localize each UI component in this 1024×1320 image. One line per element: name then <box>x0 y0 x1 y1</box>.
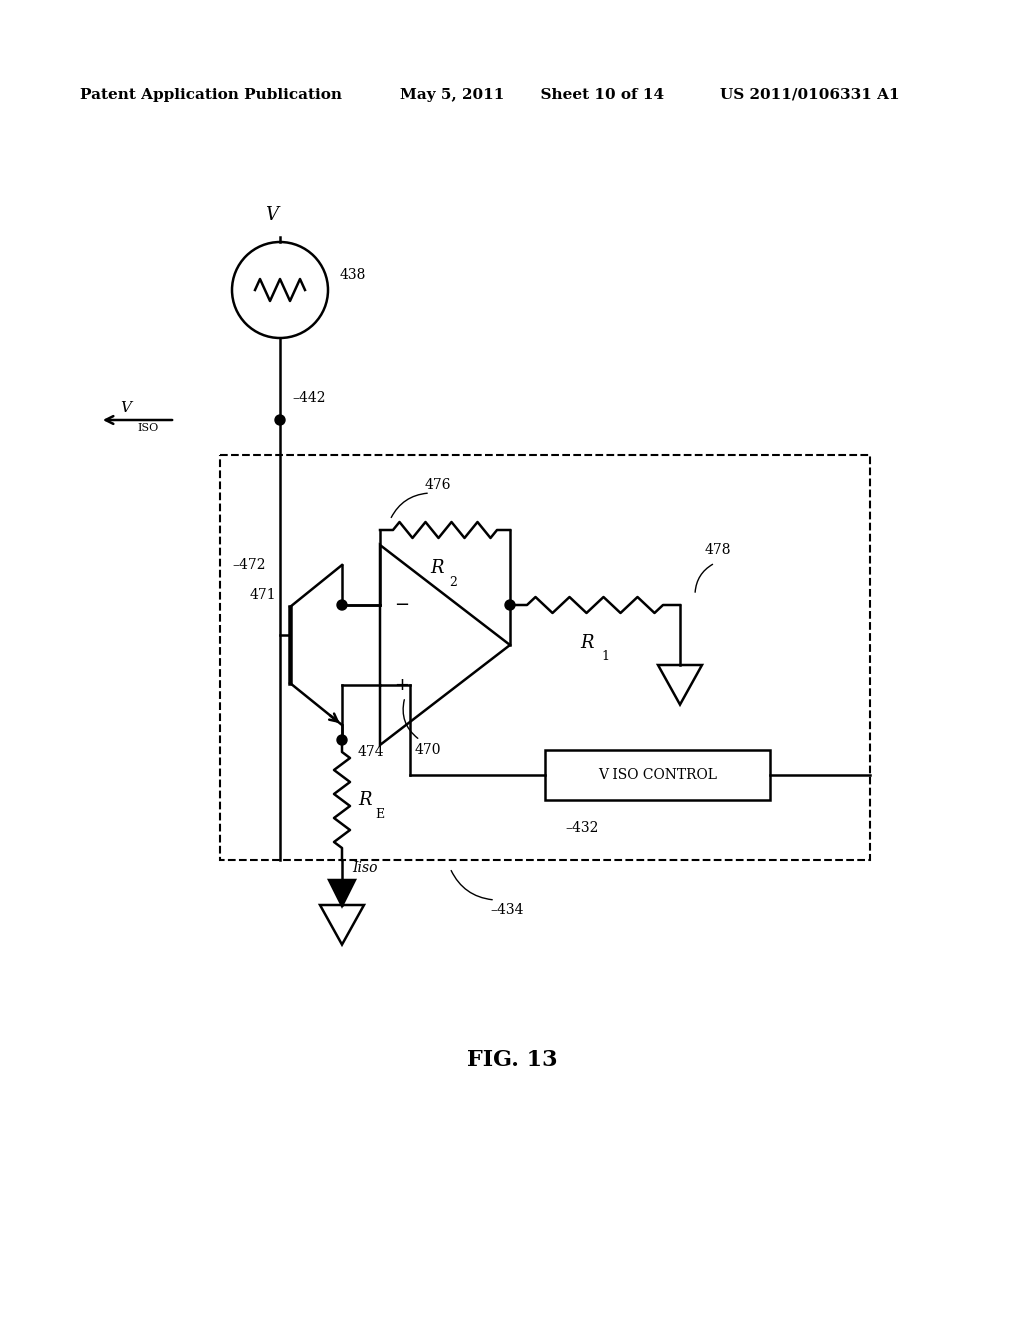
Text: ISO: ISO <box>137 422 159 433</box>
Text: –432: –432 <box>565 821 598 836</box>
Circle shape <box>337 601 347 610</box>
Text: –434: –434 <box>490 903 523 917</box>
Text: +: + <box>394 676 410 694</box>
Circle shape <box>275 414 285 425</box>
Circle shape <box>337 735 347 744</box>
Bar <box>220 455 870 861</box>
Text: –442: –442 <box>292 391 326 405</box>
Text: –472: –472 <box>232 558 265 572</box>
Text: Patent Application Publication: Patent Application Publication <box>80 88 342 102</box>
Polygon shape <box>329 880 355 906</box>
Text: Iiso: Iiso <box>352 861 378 875</box>
Text: 471: 471 <box>250 587 276 602</box>
Text: 438: 438 <box>340 268 367 282</box>
Text: FIG. 13: FIG. 13 <box>467 1049 557 1071</box>
Text: May 5, 2011: May 5, 2011 <box>400 88 505 102</box>
Text: Sheet 10 of 14: Sheet 10 of 14 <box>530 88 665 102</box>
Text: 476: 476 <box>425 478 452 492</box>
Text: 1: 1 <box>601 651 609 664</box>
FancyArrowPatch shape <box>403 700 418 738</box>
Bar <box>545 750 770 800</box>
Text: V ISO CONTROL: V ISO CONTROL <box>598 768 717 781</box>
Text: US 2011/0106331 A1: US 2011/0106331 A1 <box>720 88 900 102</box>
FancyArrowPatch shape <box>391 494 427 517</box>
Text: 478: 478 <box>705 543 731 557</box>
Text: 470: 470 <box>415 743 441 756</box>
Text: E: E <box>375 808 384 821</box>
Text: 2: 2 <box>450 576 457 589</box>
Text: V: V <box>120 401 131 414</box>
Text: −: − <box>394 597 410 614</box>
Text: V: V <box>265 206 279 224</box>
FancyArrowPatch shape <box>695 565 713 593</box>
Text: R: R <box>581 634 594 652</box>
Circle shape <box>505 601 515 610</box>
FancyArrowPatch shape <box>452 870 493 900</box>
Text: 474: 474 <box>358 744 385 759</box>
Text: R: R <box>430 558 443 577</box>
Text: R: R <box>358 791 372 809</box>
